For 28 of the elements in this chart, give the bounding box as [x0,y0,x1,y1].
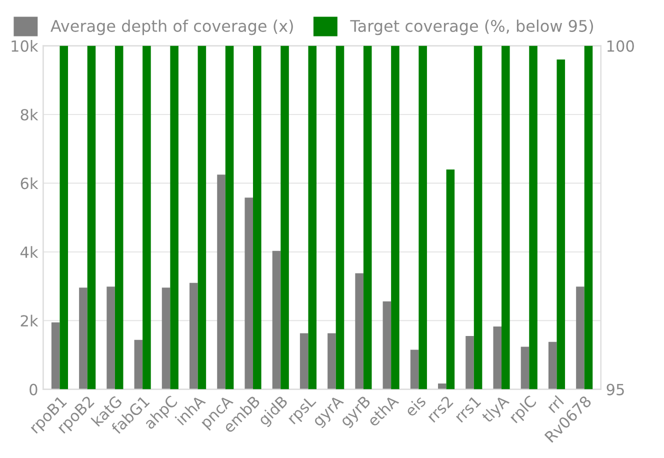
bar [493,326,502,390]
y2-tick-label: 100 [607,40,634,52]
bar [328,333,336,390]
bar [162,288,170,390]
bar [548,342,557,390]
legend-label: Target coverage (%, below 95) [350,20,593,36]
bar [466,336,474,390]
x-tick-label: eis [404,394,427,418]
bar [190,282,198,390]
bar [51,322,60,390]
bar [134,340,143,390]
y-tick-label: 6k [20,177,38,190]
legend-label: Average depth of coverage (x) [50,20,293,36]
y-tick-label: 4k [20,246,38,258]
y-tick-label: 0 [30,384,38,396]
bar [576,286,584,390]
x-tick-label: tlyA [480,394,512,426]
bar [410,350,419,390]
y-tick-label: 2k [20,314,38,326]
y-tick-label: 10k [12,40,38,52]
x-tick-label: rrs1 [454,395,482,423]
bar [106,286,115,390]
bar [300,333,308,390]
bar [520,346,530,390]
y2-tick-label: 95 [606,384,624,396]
bar [382,301,392,390]
y-tick-label: 8k [20,108,38,121]
bar [79,288,88,390]
